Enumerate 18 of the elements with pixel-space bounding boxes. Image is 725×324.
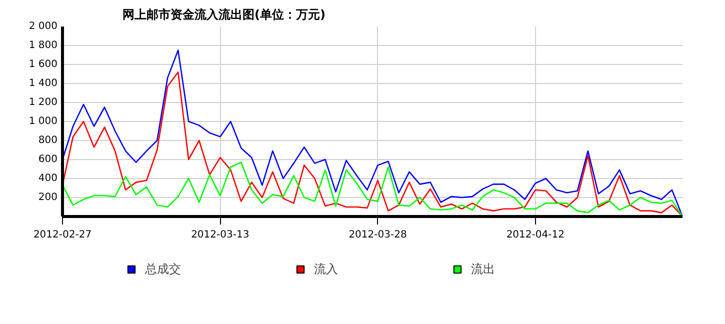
y-tick-label: 800	[38, 135, 58, 146]
y-tick-label: 1 200	[28, 97, 58, 108]
x-tick-label: 2012-04-12	[506, 230, 564, 240]
y-tick-label: 1 800	[28, 40, 58, 51]
x-tick-label: 2012-03-28	[348, 230, 407, 240]
x-tick-label: 2012-03-13	[191, 230, 250, 240]
legend-label: 总成交	[145, 260, 181, 278]
y-tick-label: 400	[38, 173, 58, 184]
y-tick-label: 1 600	[28, 59, 58, 70]
chart-title: 网上邮市资金流入流出图(单位：万元)	[122, 8, 326, 22]
y-tick-label: 1 400	[28, 78, 58, 89]
y-tick-label: 1 000	[28, 116, 58, 127]
y-tick-label: 600	[38, 154, 58, 165]
y-tick-label: 200	[38, 192, 58, 203]
x-tick-label: 2012-02-27	[33, 230, 92, 240]
y-tick-label: 2 000	[28, 21, 58, 32]
legend-label: 流入	[314, 260, 338, 278]
legend-label: 流出	[471, 260, 495, 278]
